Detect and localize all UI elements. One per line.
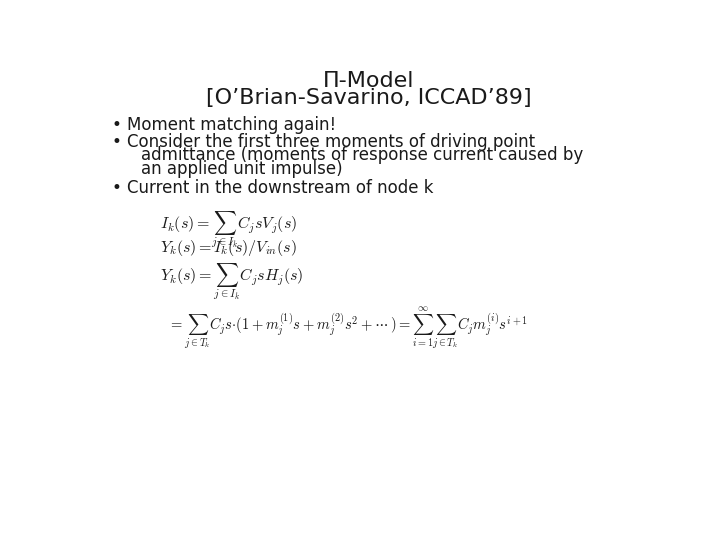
Text: $= \sum_{j\in T_k} C_j s{\cdot}(1+m_j^{(1)}s+m_j^{(2)}s^2+\cdots\,) = \sum_{i=1}: $= \sum_{j\in T_k} C_j s{\cdot}(1+m_j^{(… [168, 305, 528, 350]
Text: Π-Model: Π-Model [323, 71, 415, 91]
Text: Consider the first three moments of driving point: Consider the first three moments of driv… [127, 133, 536, 151]
Text: •: • [112, 133, 122, 151]
Text: Moment matching again!: Moment matching again! [127, 117, 336, 134]
Text: $Y_k(s) = I_k(s)/V_{in}(s)$: $Y_k(s) = I_k(s)/V_{in}(s)$ [160, 238, 297, 258]
Text: [O’Brian-Savarino, ICCAD’89]: [O’Brian-Savarino, ICCAD’89] [206, 88, 532, 108]
Text: admittance (moments of response current caused by: admittance (moments of response current … [141, 146, 583, 164]
Text: $I_k(s) = \sum_{j\in I_k} C_j s V_j(s)$: $I_k(s) = \sum_{j\in I_k} C_j s V_j(s)$ [160, 210, 297, 250]
Text: •: • [112, 179, 122, 197]
Text: an applied unit impulse): an applied unit impulse) [141, 159, 343, 178]
Text: Current in the downstream of node k: Current in the downstream of node k [127, 179, 433, 197]
Text: •: • [112, 117, 122, 134]
Text: $Y_k(s) = \sum_{j\in I_k} C_j s H_j(s)$: $Y_k(s) = \sum_{j\in I_k} C_j s H_j(s)$ [160, 261, 303, 302]
